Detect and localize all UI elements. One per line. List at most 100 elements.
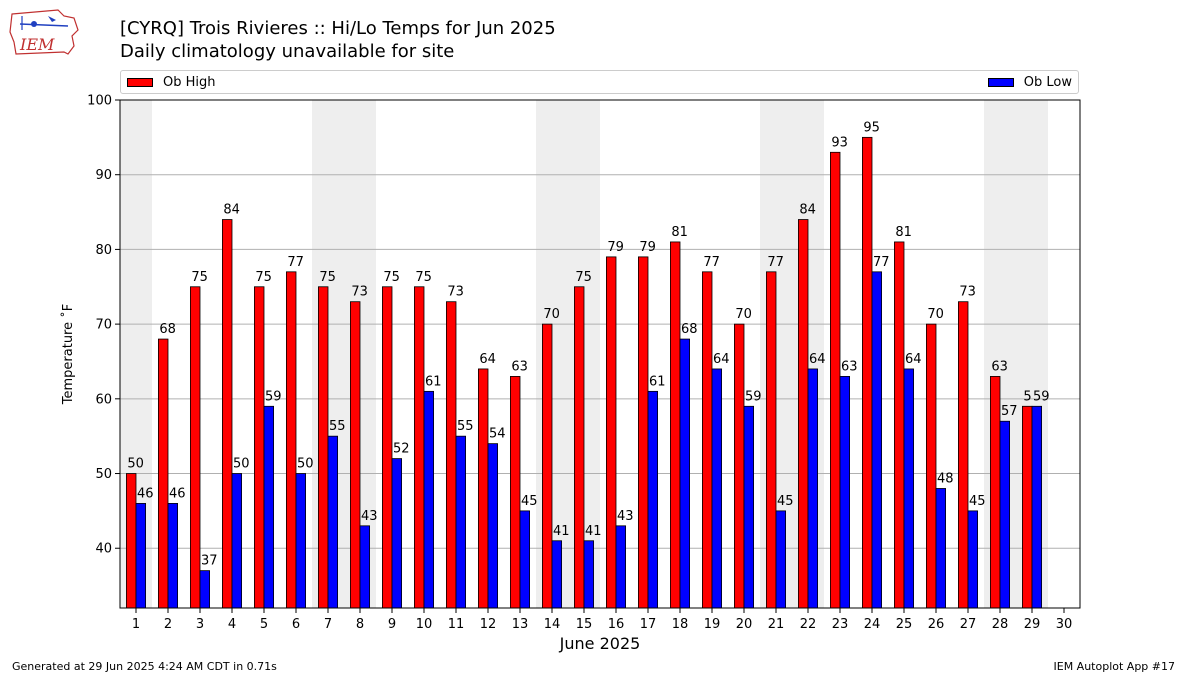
x-tick-label-20: 20 bbox=[736, 617, 753, 632]
x-tick-label-24: 24 bbox=[864, 617, 881, 632]
data-label-high-day-13: 63 bbox=[511, 359, 528, 374]
bar-low-day-29 bbox=[1031, 405, 1043, 609]
x-tick-label-26: 26 bbox=[928, 617, 945, 632]
data-label-high-day-14: 70 bbox=[543, 307, 560, 322]
x-tick-label-6: 6 bbox=[292, 617, 300, 632]
bar-low-day-28 bbox=[999, 420, 1011, 609]
chart-title: [CYRQ] Trois Rivieres :: Hi/Lo Temps for… bbox=[120, 18, 556, 39]
bar-high-day-9 bbox=[381, 286, 393, 609]
x-tick-label-3: 3 bbox=[196, 617, 204, 632]
x-tick-label-13: 13 bbox=[512, 617, 529, 632]
y-tick-label-50: 50 bbox=[95, 467, 112, 482]
data-label-high-day-18: 81 bbox=[671, 225, 688, 240]
bar-low-day-11 bbox=[455, 435, 467, 609]
y-axis-label: Temperature ˚F bbox=[60, 304, 76, 405]
data-label-high-day-9: 75 bbox=[383, 270, 400, 285]
x-tick-label-30: 30 bbox=[1056, 617, 1073, 632]
data-label-low-day-7: 55 bbox=[329, 419, 346, 434]
x-tick-label-23: 23 bbox=[832, 617, 849, 632]
bar-low-day-5 bbox=[263, 405, 275, 609]
x-tick-label-11: 11 bbox=[448, 617, 465, 632]
bar-low-day-15 bbox=[583, 540, 595, 609]
bar-low-day-3 bbox=[199, 570, 211, 609]
data-label-high-day-15: 75 bbox=[575, 270, 592, 285]
data-label-low-day-24: 77 bbox=[873, 255, 890, 270]
x-tick-label-2: 2 bbox=[164, 617, 172, 632]
bar-low-day-16 bbox=[615, 525, 627, 609]
legend-label-low: Ob Low bbox=[1023, 75, 1072, 90]
data-label-high-day-28: 63 bbox=[991, 359, 1008, 374]
bar-low-day-26 bbox=[935, 488, 947, 609]
x-tick-label-25: 25 bbox=[896, 617, 913, 632]
x-tick-label-4: 4 bbox=[228, 617, 236, 632]
data-label-high-day-7: 75 bbox=[319, 270, 336, 285]
data-label-low-day-22: 64 bbox=[809, 352, 826, 367]
bar-low-day-4 bbox=[231, 473, 243, 609]
data-label-high-day-11: 73 bbox=[447, 285, 464, 300]
bar-high-day-28 bbox=[990, 376, 1001, 609]
x-tick-label-14: 14 bbox=[544, 617, 561, 632]
chart-subtitle: Daily climatology unavailable for site bbox=[120, 41, 455, 62]
data-label-high-day-5: 75 bbox=[255, 270, 272, 285]
weekend-shade-3 bbox=[536, 100, 600, 608]
x-tick-label-21: 21 bbox=[768, 617, 785, 632]
data-label-low-day-28: 57 bbox=[1001, 404, 1018, 419]
bar-low-day-6 bbox=[295, 473, 307, 609]
bar-high-day-5 bbox=[253, 286, 265, 609]
bar-high-day-18 bbox=[670, 241, 681, 609]
plot-frame bbox=[119, 99, 1081, 609]
legend-entry-high: Ob High bbox=[127, 75, 216, 90]
bar-low-day-10 bbox=[423, 390, 435, 609]
bar-low-day-18 bbox=[679, 338, 691, 609]
footer-generated: Generated at 29 Jun 2025 4:24 AM CDT in … bbox=[12, 660, 277, 673]
data-label-low-day-23: 63 bbox=[841, 359, 858, 374]
data-label-high-day-4: 84 bbox=[223, 203, 240, 218]
data-label-low-day-10: 61 bbox=[425, 374, 442, 389]
weekend-shade-4 bbox=[760, 100, 824, 608]
bar-low-day-23 bbox=[839, 376, 851, 609]
bar-high-day-13 bbox=[509, 376, 521, 609]
bar-high-day-3 bbox=[189, 286, 201, 609]
bar-high-day-2 bbox=[157, 338, 169, 609]
bar-low-day-19 bbox=[711, 368, 723, 609]
x-tick-label-12: 12 bbox=[480, 617, 497, 632]
bar-low-day-8 bbox=[359, 525, 371, 609]
x-tick-label-5: 5 bbox=[260, 617, 268, 632]
y-tick-label-70: 70 bbox=[95, 318, 112, 333]
x-tick-label-10: 10 bbox=[416, 617, 433, 632]
bar-low-day-1 bbox=[135, 503, 147, 609]
bar-low-day-25 bbox=[903, 368, 915, 609]
bar-low-day-17 bbox=[647, 390, 659, 609]
x-tick-label-8: 8 bbox=[356, 617, 364, 632]
y-tick-label-60: 60 bbox=[95, 392, 112, 407]
data-label-high-day-1: 50 bbox=[127, 457, 144, 472]
bar-high-day-29 bbox=[1022, 405, 1033, 609]
x-tick-label-22: 22 bbox=[800, 617, 817, 632]
bar-high-day-4 bbox=[221, 219, 233, 609]
data-label-high-day-23: 93 bbox=[831, 135, 848, 150]
weekend-shade-5 bbox=[984, 100, 1048, 608]
data-label-low-day-4: 50 bbox=[233, 457, 250, 472]
bar-high-day-23 bbox=[830, 151, 841, 609]
x-tick-label-17: 17 bbox=[640, 617, 657, 632]
bar-high-day-21 bbox=[766, 271, 777, 609]
bar-low-day-9 bbox=[391, 458, 403, 609]
data-label-high-day-22: 84 bbox=[799, 203, 816, 218]
bar-low-day-24 bbox=[871, 271, 883, 609]
bar-high-day-15 bbox=[574, 286, 585, 609]
data-label-high-day-12: 64 bbox=[479, 352, 496, 367]
data-label-high-day-8: 73 bbox=[351, 285, 368, 300]
data-label-low-day-1: 46 bbox=[137, 486, 154, 501]
data-label-low-day-16: 43 bbox=[617, 509, 634, 524]
data-label-low-day-14: 41 bbox=[553, 524, 570, 539]
data-label-high-day-16: 79 bbox=[607, 240, 624, 255]
data-label-high-day-17: 79 bbox=[639, 240, 656, 255]
weekend-shade-2 bbox=[312, 100, 376, 608]
x-axis-label: June 2025 bbox=[559, 634, 641, 653]
bar-high-day-10 bbox=[413, 286, 425, 609]
bar-high-day-17 bbox=[638, 256, 649, 609]
bar-low-day-20 bbox=[743, 405, 755, 609]
bar-low-day-21 bbox=[775, 510, 787, 609]
data-label-high-day-24: 95 bbox=[863, 120, 880, 135]
y-tick-label-100: 100 bbox=[87, 94, 112, 109]
